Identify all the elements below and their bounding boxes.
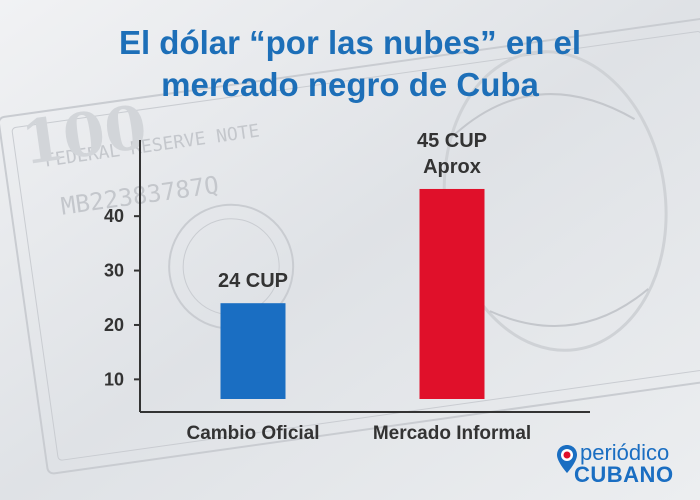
bar-cambio-oficial [220,303,286,399]
location-pin-icon [557,445,577,473]
logo-text-cubano: CUBANO [574,462,674,487]
data-label-0-0: 24 CUP [218,270,288,292]
category-label-1: Mercado Informal [373,423,531,444]
logo-text-periodico: periódico [580,440,670,465]
category-label-0: Cambio Oficial [186,423,319,444]
y-tick-label-20: 20 [104,315,124,335]
bar-mercado-informal [419,188,485,399]
y-tick-label-30: 30 [104,261,124,281]
title-line-1: El dólar “por las nubes” en el [118,24,582,61]
y-tick-label-40: 40 [104,206,124,226]
data-label-1-0: 45 CUP [417,130,487,152]
periodico-cubano-logo: periódico CUBANO [556,440,696,490]
chart-title: El dólar “por las nubes” en el mercado n… [0,22,700,106]
data-label-1-1: Aprox [423,156,481,178]
title-line-2: mercado negro de Cuba [161,66,539,103]
svg-text:100: 100 [17,93,151,180]
y-tick-label-10: 10 [104,369,124,389]
